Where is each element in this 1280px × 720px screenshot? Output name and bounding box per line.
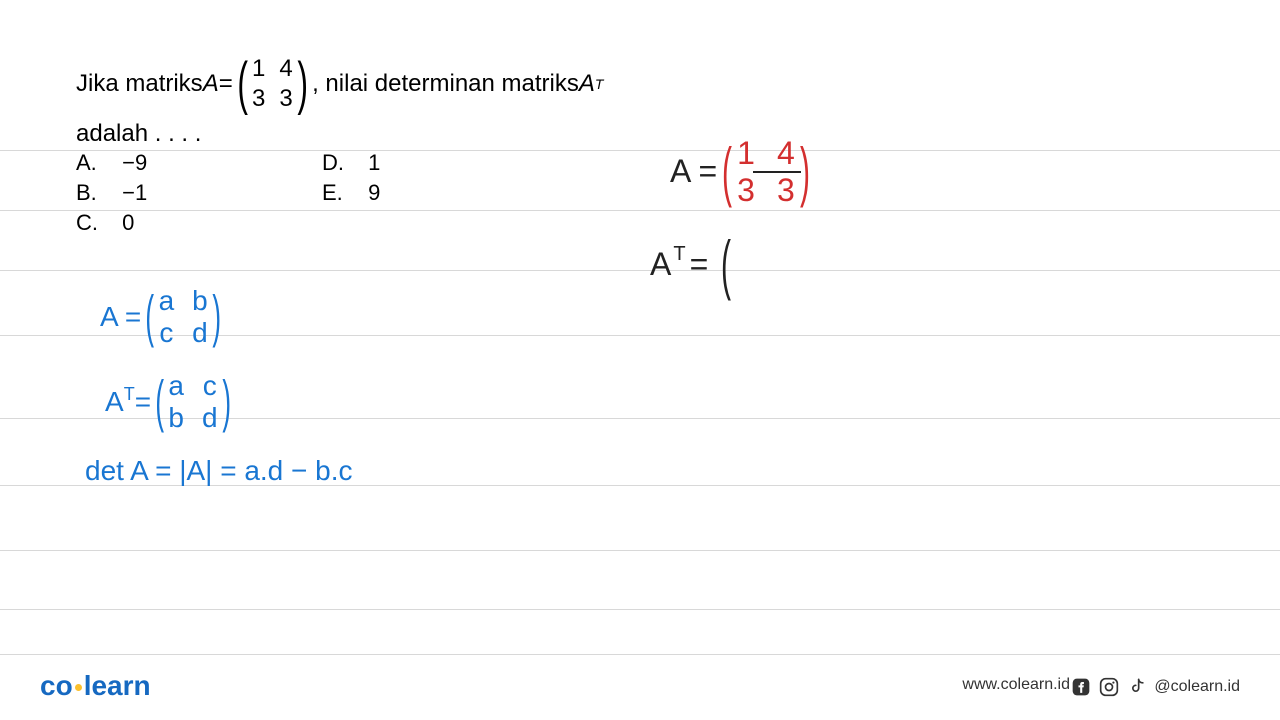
hw-r1-lhs: A =	[670, 153, 717, 190]
hw-left-line1: A = ( a b c d )	[100, 285, 225, 349]
hw-r2-sup: T	[673, 243, 685, 266]
hw-left-line3: det A = |A| = a.d − b.c	[85, 455, 353, 487]
hw-r1-close: )	[800, 134, 810, 210]
hw-r1-underline	[753, 171, 801, 173]
hw-l2-close: )	[222, 369, 231, 435]
brand-logo: colearn	[40, 670, 151, 702]
option-c-value: 0	[122, 210, 134, 236]
hw-l2-base: A	[105, 386, 124, 418]
hw-left-line2: A T = ( a c b d )	[105, 370, 235, 434]
hw-r1-m11: 1	[737, 135, 755, 172]
m-22: 3	[279, 85, 292, 113]
option-d-label: D.	[322, 150, 352, 176]
logo-right: learn	[84, 670, 151, 701]
hw-l2-m11: a	[168, 370, 184, 402]
footer-socials: @colearn.id	[1070, 676, 1240, 698]
option-d: D. 1	[322, 150, 380, 176]
question-AT-base: A	[579, 70, 595, 98]
tiktok-icon	[1126, 676, 1148, 698]
option-d-value: 1	[368, 150, 380, 176]
option-c-label: C.	[76, 210, 106, 236]
hw-l2-open: (	[155, 369, 164, 435]
hw-r2-base: A	[650, 246, 671, 283]
hw-r2-rest: =	[690, 246, 709, 283]
option-e-label: E.	[322, 180, 352, 206]
option-b-label: B.	[76, 180, 106, 206]
option-b-value: −1	[122, 180, 147, 206]
hw-l1-close: )	[212, 284, 221, 350]
hw-l1-lhs: A =	[100, 301, 141, 333]
question-AT-sup: T	[595, 76, 604, 92]
footer-site: www.colearn.id	[962, 676, 1070, 694]
hw-right-eq2: A T = (	[650, 230, 736, 299]
m-11: 1	[252, 55, 265, 83]
question-prefix: Jika matriks	[76, 70, 203, 98]
option-a-label: A.	[76, 150, 106, 176]
hw-r2-open: (	[721, 227, 731, 303]
logo-dot-icon	[75, 684, 82, 691]
question-row1: Jika matriks A = ( 1 4 3 3 ) , nilai det…	[76, 55, 603, 113]
m-12: 4	[279, 55, 292, 83]
option-a: A. −9	[76, 150, 147, 176]
hw-r1-m21: 3	[737, 172, 755, 209]
footer-handle: @colearn.id	[1154, 678, 1240, 696]
facebook-icon	[1070, 676, 1092, 698]
instagram-icon	[1098, 676, 1120, 698]
option-c: C. 0	[76, 210, 134, 236]
hw-r1-m22: 3	[777, 172, 795, 209]
matrix-close-paren: )	[297, 55, 308, 113]
hw-r1-open: (	[722, 134, 732, 210]
question-equals: =	[219, 70, 233, 98]
question-matrix: 1 4 3 3	[252, 55, 293, 113]
hw-r1-m12: 4	[777, 135, 795, 172]
option-e: E. 9	[322, 180, 380, 206]
hw-l1-m11: a	[159, 285, 175, 317]
option-e-value: 9	[368, 180, 380, 206]
hw-l2-m22: d	[202, 402, 218, 434]
hw-l1-m22: d	[192, 317, 208, 349]
hw-l2-matrix: a c b d	[168, 370, 217, 434]
hw-l2-m21: b	[168, 402, 184, 434]
m-21: 3	[252, 85, 265, 113]
footer: colearn www.colearn.id @colearn.id	[0, 662, 1280, 702]
hw-l2-sup: T	[124, 384, 135, 405]
hw-l1-m21: c	[159, 317, 175, 349]
question-suffix: , nilai determinan matriks	[312, 70, 579, 98]
hw-l1-open: (	[146, 284, 155, 350]
option-b: B. −1	[76, 180, 147, 206]
logo-left: co	[40, 670, 73, 701]
option-a-value: −9	[122, 150, 147, 176]
hw-l1-m12: b	[192, 285, 208, 317]
question-row2: adalah . . . .	[76, 120, 201, 148]
hw-l2-m12: c	[202, 370, 218, 402]
question-var-A: A	[203, 70, 219, 98]
hw-l2-rest: =	[135, 386, 151, 418]
hw-l1-matrix: a b c d	[159, 285, 208, 349]
matrix-open-paren: (	[237, 55, 248, 113]
